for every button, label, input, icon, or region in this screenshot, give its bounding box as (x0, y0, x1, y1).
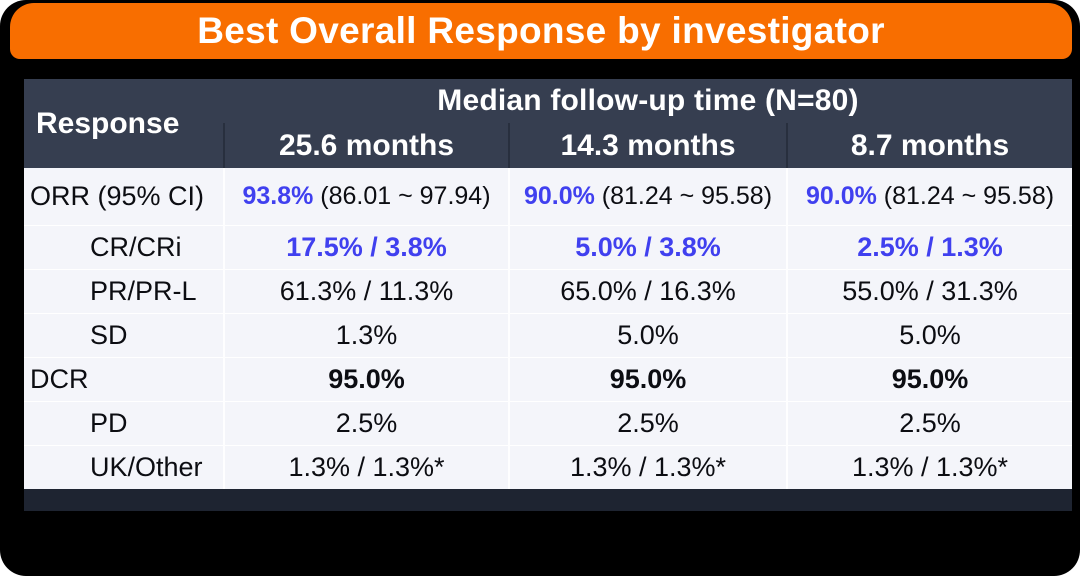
orr-percentage: 90.0% (805, 181, 877, 210)
median-followup-group-header: Median follow-up time (N=80) (224, 79, 1073, 123)
column-header-14-3-months: 14.3 months (508, 123, 787, 168)
cell-value: 95.0% (508, 356, 787, 401)
cell-value: 90.0% (81.24 ~ 95.58) (785, 168, 1073, 225)
cell-value: 93.8% (86.01 ~ 97.94) (223, 168, 509, 225)
header-row-months: 25.6 months 14.3 months 8.7 months (24, 123, 1073, 168)
cell-value: 2.5% (508, 400, 787, 445)
header-row-group: Response Median follow-up time (N=80) (24, 79, 1073, 168)
row-label: PD (24, 400, 224, 445)
column-header-8-7-months: 8.7 months (785, 123, 1073, 168)
cell-value: 2.5% / 1.3% (785, 224, 1073, 269)
footer-strip (24, 489, 1072, 511)
row-label: SD (24, 312, 224, 357)
orr-percentage: 93.8% (242, 181, 314, 210)
orr-confidence-interval: (81.24 ~ 95.58) (876, 181, 1055, 210)
orr-confidence-interval: (81.24 ~ 95.58) (594, 181, 773, 210)
cell-value: 5.0% (508, 312, 787, 357)
title-bar: Best Overall Response by investigator (10, 3, 1072, 59)
cell-value: 2.5% (223, 400, 509, 445)
table-body: ORR (95% CI) 93.8% (86.01 ~ 97.94) 90.0% (… (24, 168, 1073, 489)
cell-value: 1.3% (223, 312, 509, 357)
table-header: Response Median follow-up time (N=80) 25… (24, 79, 1073, 168)
cell-value: 2.5% (785, 400, 1073, 445)
table-row: PD 2.5% 2.5% 2.5% (24, 400, 1073, 445)
cell-value: 1.3% / 1.3%* (508, 444, 787, 489)
table-row: DCR 95.0% 95.0% 95.0% (24, 356, 1073, 401)
cell-value: 61.3% / 11.3% (223, 268, 509, 313)
table-row: ORR (95% CI) 93.8% (86.01 ~ 97.94) 90.0% (… (24, 168, 1073, 225)
table-row: UK/Other 1.3% / 1.3%* 1.3% / 1.3%* 1.3% / 1… (24, 444, 1073, 489)
column-header-25-6-months: 25.6 months (223, 123, 509, 168)
cell-value: 90.0% (81.24 ~ 95.58) (508, 168, 787, 225)
cell-value: 65.0% / 16.3% (508, 268, 787, 313)
best-overall-response-table: Response Median follow-up time (N=80) 25… (24, 79, 1073, 489)
orr-confidence-interval: (86.01 ~ 97.94) (313, 181, 491, 210)
cell-value: 95.0% (785, 356, 1073, 401)
cell-value: 95.0% (223, 356, 509, 401)
response-column-header: Response (24, 79, 224, 168)
cell-value: 17.5% / 3.8% (223, 224, 509, 269)
row-label: ORR (95% CI) (30, 180, 205, 211)
row-label: DCR (24, 356, 224, 401)
cell-value: 5.0% / 3.8% (508, 224, 787, 269)
cell-value: 1.3% / 1.3%* (223, 444, 509, 489)
slide-title: Best Overall Response by investigator (197, 10, 885, 51)
table-row: PR/PR-L 61.3% / 11.3% 65.0% / 16.3% 55.0% /… (24, 268, 1073, 313)
row-label: PR/PR-L (24, 268, 224, 313)
cell-value: 55.0% / 31.3% (785, 268, 1073, 313)
row-label: UK/Other (24, 444, 224, 489)
table-row: SD 1.3% 5.0% 5.0% (24, 312, 1073, 357)
row-label: CR/CRi (24, 224, 224, 269)
cell-value: 1.3% / 1.3%* (785, 444, 1073, 489)
table-row: CR/CRi 17.5% / 3.8% 5.0% / 3.8% 2.5% / 1.3% (24, 224, 1073, 269)
orr-percentage: 90.0% (523, 181, 595, 210)
cell-value: 5.0% (785, 312, 1073, 357)
